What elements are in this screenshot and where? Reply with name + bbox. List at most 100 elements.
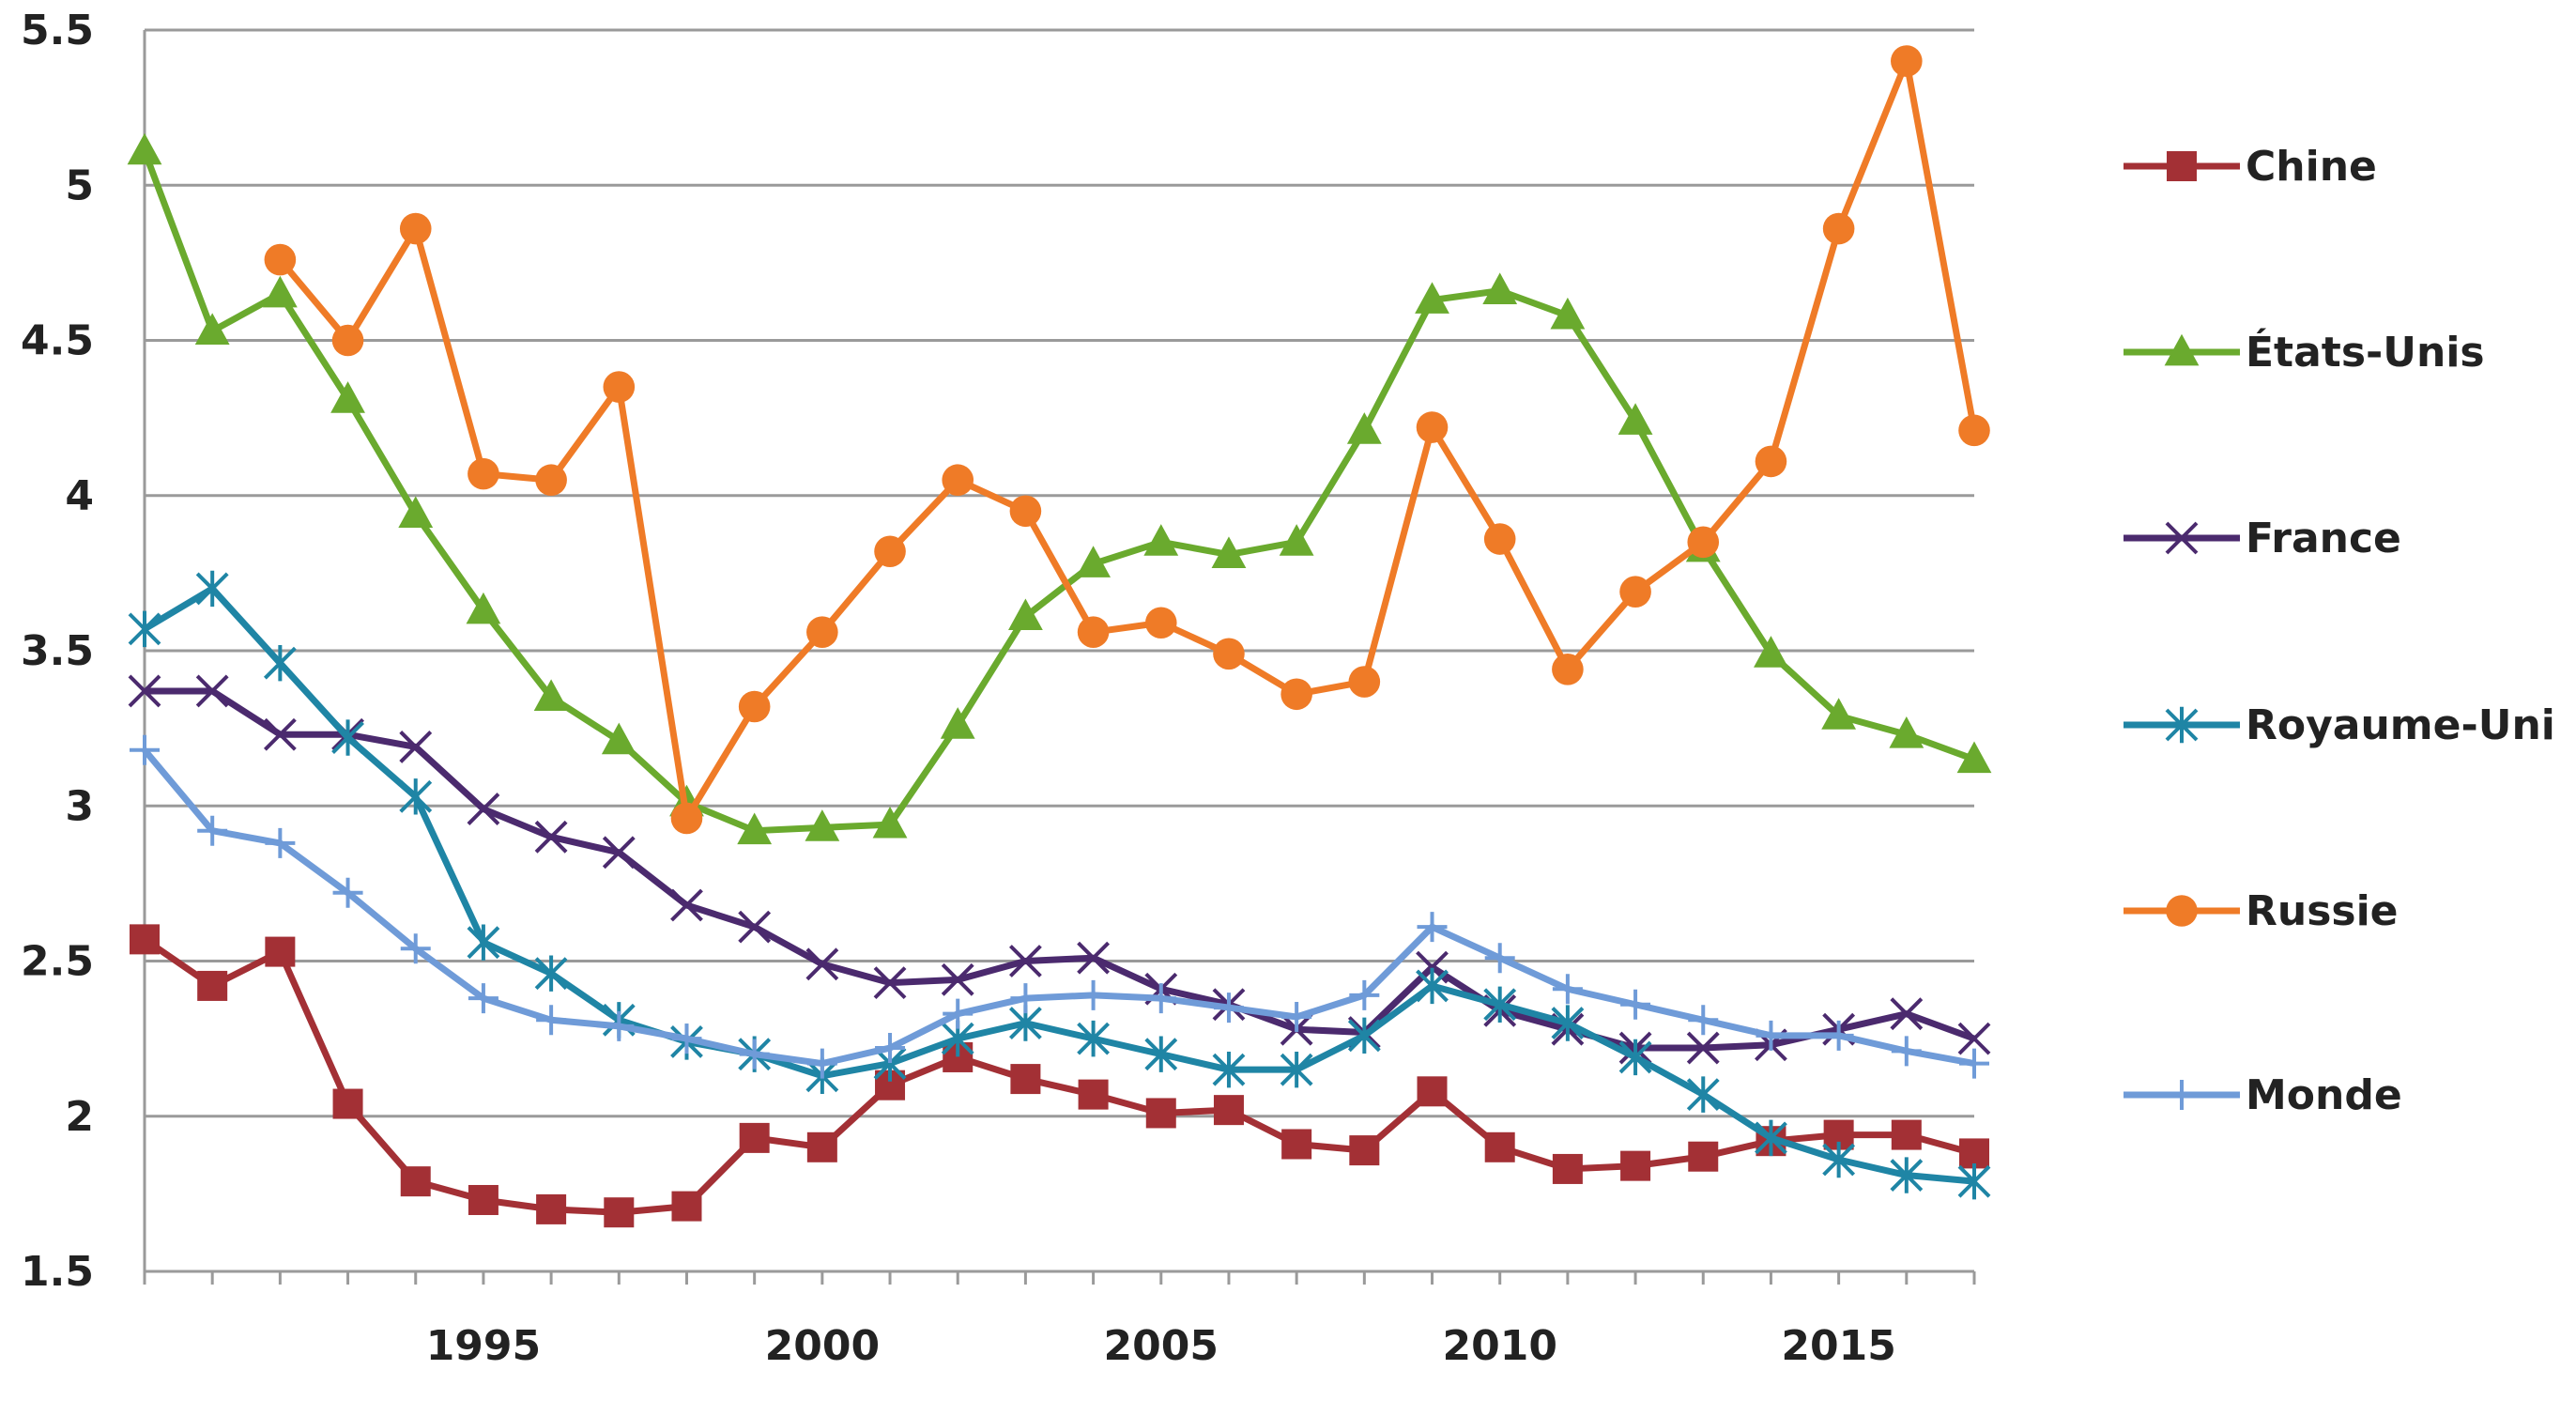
marker-x: [2165, 521, 2199, 555]
marker-plus: [1145, 983, 1176, 1014]
marker-square: [604, 1197, 635, 1228]
marker-asterisk: [1686, 1076, 1720, 1113]
marker-square: [1891, 1119, 1922, 1150]
x-tick-label: 2000: [765, 1322, 880, 1370]
marker-circle: [331, 324, 364, 357]
marker-asterisk: [1144, 1036, 1178, 1072]
marker-asterisk: [399, 778, 433, 815]
marker-x: [263, 717, 297, 751]
marker-triangle: [194, 313, 230, 345]
y-tick-label: 3: [65, 782, 94, 830]
legend-item: Chine: [2124, 143, 2377, 191]
series-chine: [130, 924, 1989, 1228]
marker-triangle: [1482, 272, 1518, 305]
marker-asterisk: [1347, 1017, 1381, 1054]
marker-square: [265, 936, 296, 967]
marker-x: [1890, 997, 1924, 1031]
marker-circle: [468, 457, 499, 490]
legend-label: Royaume-Uni: [2246, 701, 2555, 749]
marker-triangle: [1143, 524, 1179, 556]
marker-circle: [670, 802, 703, 835]
marker-circle: [1144, 607, 1177, 639]
marker-triangle: [127, 132, 162, 165]
marker-triangle: [1279, 524, 1314, 556]
marker-circle: [942, 464, 974, 497]
marker-plus: [400, 933, 431, 964]
marker-square: [536, 1193, 567, 1224]
marker-x: [941, 962, 974, 996]
marker-plus: [1010, 983, 1041, 1014]
series-line: [142, 747, 1975, 1068]
marker-circle: [1619, 576, 1651, 608]
legend-label: France: [2246, 515, 2401, 562]
y-tick-label: 4.5: [21, 317, 94, 365]
marker-asterisk: [1483, 986, 1517, 1023]
marker-plus: [1620, 989, 1651, 1020]
marker-triangle: [1889, 716, 1924, 748]
series-line: [145, 687, 1976, 1052]
marker-plus: [671, 1024, 702, 1054]
marker-square: [671, 1191, 702, 1222]
marker-plus: [332, 877, 363, 908]
marker-plus: [1213, 993, 1244, 1024]
y-tick-label: 2.5: [21, 938, 94, 986]
series-russie: [264, 45, 1990, 835]
marker-triangle: [601, 722, 636, 755]
series-line: [277, 57, 1978, 822]
marker-plus: [943, 998, 974, 1029]
marker-triangle: [940, 707, 975, 739]
marker-plus: [604, 1010, 635, 1041]
marker-square: [1688, 1141, 1719, 1172]
y-tick-label: 1.5: [21, 1248, 94, 1296]
marker-plus: [1552, 974, 1583, 1005]
marker-plus: [1078, 979, 1109, 1010]
marker-circle: [1416, 411, 1449, 443]
marker-plus: [1417, 912, 1448, 943]
marker-plus: [1959, 1048, 1989, 1079]
marker-x: [1957, 1022, 1991, 1055]
marker-asterisk: [331, 719, 364, 756]
marker-circle: [1552, 654, 1584, 685]
marker-circle: [1213, 638, 1245, 670]
series-line: [143, 585, 1975, 1185]
legend-item: Monde: [2124, 1071, 2402, 1119]
marker-plus: [739, 1039, 770, 1070]
marker-triangle: [1346, 412, 1382, 444]
marker-x: [873, 966, 907, 1000]
marker-asterisk: [1416, 967, 1449, 1005]
y-tick-label: 5.5: [21, 7, 94, 54]
marker-triangle: [1618, 403, 1653, 435]
y-tick-label: 5: [65, 162, 94, 209]
legend-label: États-Unis: [2246, 327, 2485, 377]
marker-circle: [2166, 895, 2198, 927]
marker-square: [468, 1184, 498, 1215]
marker-triangle: [805, 809, 840, 841]
marker-circle: [1822, 212, 1855, 245]
marker-asterisk: [263, 645, 297, 682]
marker-triangle: [1956, 741, 1992, 774]
marker-plus: [265, 827, 296, 858]
marker-square: [1349, 1135, 1380, 1166]
legend-label: Chine: [2246, 143, 2377, 191]
marker-square: [1281, 1129, 1312, 1160]
marker-x: [534, 820, 568, 854]
legend-item: Royaume-Uni: [2124, 701, 2555, 749]
marker-circle: [1280, 678, 1312, 711]
legend-label: Russie: [2246, 887, 2399, 935]
marker-circle: [1891, 45, 1923, 77]
marker-triangle: [1008, 598, 1043, 631]
marker-plus: [536, 1005, 567, 1036]
marker-square: [400, 1166, 431, 1197]
series-line: [143, 936, 1975, 1216]
marker-x: [670, 888, 703, 922]
marker-circle: [1483, 523, 1516, 555]
y-tick-label: 2: [65, 1093, 94, 1141]
marker-asterisk: [1551, 1005, 1585, 1041]
legend-item: Russie: [2124, 887, 2399, 935]
marker-square: [1620, 1150, 1651, 1181]
marker-triangle: [1754, 636, 1788, 668]
marker-triangle: [1415, 282, 1449, 314]
marker-square: [1078, 1079, 1109, 1110]
marker-triangle: [466, 592, 501, 624]
marker-circle: [806, 616, 838, 648]
